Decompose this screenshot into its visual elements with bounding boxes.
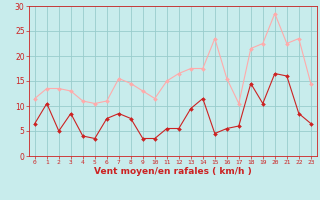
X-axis label: Vent moyen/en rafales ( km/h ): Vent moyen/en rafales ( km/h )	[94, 167, 252, 176]
